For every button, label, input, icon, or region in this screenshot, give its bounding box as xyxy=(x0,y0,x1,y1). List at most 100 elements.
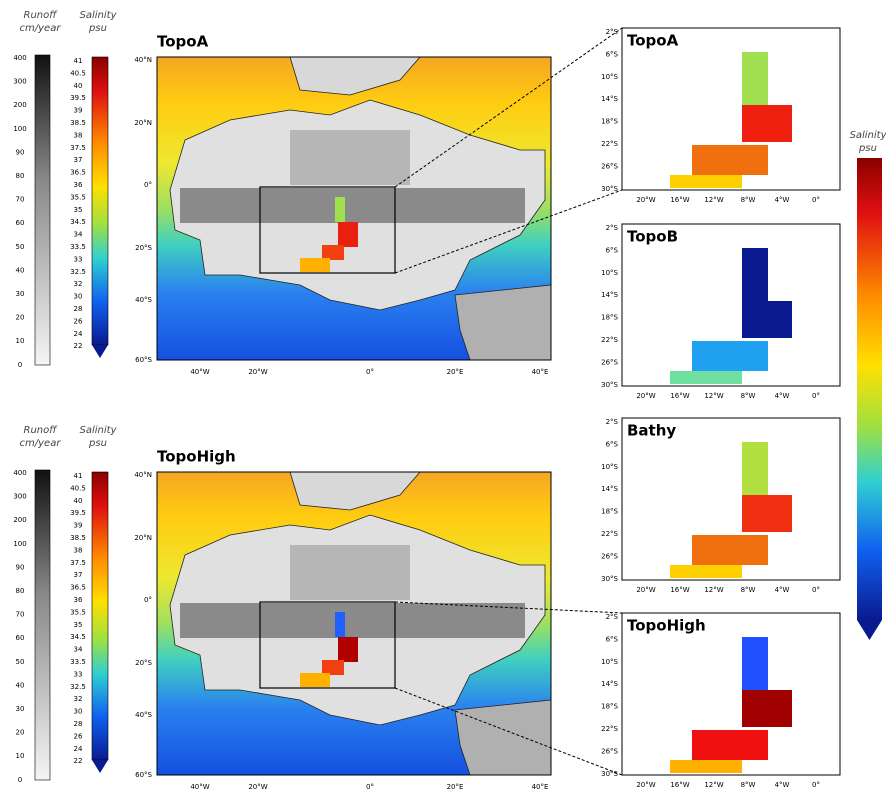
lat-tick-label: 14°S xyxy=(601,95,618,103)
colorbar-label: 37 xyxy=(74,156,83,164)
lat-tick-label: 18°S xyxy=(601,118,618,126)
colorbar-label: 30 xyxy=(74,708,83,716)
lat-tick-label: 22°S xyxy=(601,725,618,733)
lon-tick-label: 20°E xyxy=(447,783,464,791)
lon-tick-label: 20°W xyxy=(636,586,655,594)
colorbar-label: 39.5 xyxy=(70,509,86,517)
colorbar-title: Salinity xyxy=(850,130,886,141)
colorbar-extension xyxy=(857,620,882,640)
colorbar-label: 0 xyxy=(18,361,22,369)
connector xyxy=(394,27,623,188)
colorbar-unit: psu xyxy=(858,143,877,154)
lat-tick-label: 6°S xyxy=(606,246,619,254)
colorbar-label: 22 xyxy=(74,757,83,765)
colorbar-extension xyxy=(92,345,108,358)
colorbar-label: 300 xyxy=(13,493,26,501)
runoff-band xyxy=(180,603,525,638)
colorbar-extension xyxy=(92,760,108,773)
colorbar-label: 37.5 xyxy=(70,144,86,152)
salinity-colorbar xyxy=(91,56,109,346)
colorbar-label: 37.5 xyxy=(70,559,86,567)
lat-tick-label: 10°S xyxy=(601,269,618,277)
colorbar-label: 20 xyxy=(16,314,25,322)
lon-tick-label: 20°W xyxy=(636,392,655,400)
colorbar-title: Salinity xyxy=(80,10,118,21)
lon-tick-label: 20°W xyxy=(636,781,655,789)
plume xyxy=(335,197,345,222)
lon-tick-label: 8°W xyxy=(741,781,756,789)
connector xyxy=(394,601,623,614)
colorbar-unit: psu xyxy=(88,438,107,449)
colorbar-label: 41 xyxy=(74,57,83,65)
lon-tick-label: 0° xyxy=(812,392,820,400)
lon-tick-label: 4°W xyxy=(775,196,790,204)
colorbar-unit: cm/year xyxy=(20,438,62,449)
colorbar-label: 40.5 xyxy=(70,69,86,77)
colorbar-label: 50 xyxy=(16,658,25,666)
lat-tick-label: 20°S xyxy=(135,659,152,667)
connector xyxy=(394,687,623,776)
colorbar-label: 33.5 xyxy=(70,658,86,666)
lat-tick-label: 10°S xyxy=(601,73,618,81)
colorbar-label: 41 xyxy=(74,472,83,480)
lon-tick-label: 20°W xyxy=(248,368,267,376)
lon-tick-label: 20°W xyxy=(248,783,267,791)
plume xyxy=(300,258,330,272)
colorbar-label: 39 xyxy=(74,107,83,115)
lon-tick-label: 0° xyxy=(812,196,820,204)
plume xyxy=(670,175,742,188)
colorbar-label: 70 xyxy=(16,611,25,619)
lat-tick-label: 40°N xyxy=(134,56,152,64)
lon-tick-label: 20°W xyxy=(636,196,655,204)
lat-tick-label: 20°N xyxy=(134,534,152,542)
colorbar-label: 0 xyxy=(18,776,22,784)
colorbar-label: 40 xyxy=(16,266,25,274)
panel-title: TopoHigh xyxy=(627,617,706,635)
runoff-band xyxy=(290,545,410,600)
colorbar-label: 34 xyxy=(74,231,83,239)
connector xyxy=(394,189,623,274)
plume xyxy=(742,52,768,105)
colorbar-label: 20 xyxy=(16,729,25,737)
panel-title: TopoB xyxy=(627,228,678,246)
lat-tick-label: 6°S xyxy=(606,50,619,58)
lon-tick-label: 12°W xyxy=(704,586,723,594)
salinity-colorbar xyxy=(857,158,882,620)
land xyxy=(454,699,552,776)
lon-tick-label: 16°W xyxy=(670,586,689,594)
lon-tick-label: 40°E xyxy=(532,783,549,791)
colorbar-label: 32.5 xyxy=(70,683,86,691)
lon-tick-label: 0° xyxy=(366,368,374,376)
colorbar-label: 22 xyxy=(74,342,83,350)
plume xyxy=(300,673,330,687)
lat-tick-label: 18°S xyxy=(601,508,618,516)
colorbar-label: 50 xyxy=(16,243,25,251)
colorbar-label: 30 xyxy=(16,705,25,713)
lat-tick-label: 22°S xyxy=(601,336,618,344)
lon-tick-label: 8°W xyxy=(741,196,756,204)
colorbar-label: 100 xyxy=(13,125,26,133)
plume xyxy=(742,442,768,495)
colorbar-label: 33 xyxy=(74,255,83,263)
colorbar-label: 26 xyxy=(74,317,83,325)
colorbar-label: 38 xyxy=(74,546,83,554)
colorbar-label: 36.5 xyxy=(70,584,86,592)
lat-tick-label: 0° xyxy=(144,181,152,189)
salinity-colorbar xyxy=(91,471,109,761)
colorbar-label: 35 xyxy=(74,621,83,629)
runoff-band xyxy=(180,188,525,223)
plume xyxy=(742,495,792,532)
colorbar-label: 40 xyxy=(74,82,83,90)
colorbar-label: 35.5 xyxy=(70,193,86,201)
colorbar-label: 36 xyxy=(74,596,83,604)
colorbar-label: 60 xyxy=(16,219,25,227)
map-title: TopoHigh xyxy=(157,448,236,466)
lon-tick-label: 8°W xyxy=(741,586,756,594)
inset-box xyxy=(259,186,396,274)
inset-box xyxy=(259,601,396,689)
colorbar-unit: psu xyxy=(88,23,107,34)
lat-tick-label: 18°S xyxy=(601,703,618,711)
colorbar-label: 38.5 xyxy=(70,534,86,542)
colorbar-label: 32 xyxy=(74,280,83,288)
colorbar-label: 38 xyxy=(74,131,83,139)
